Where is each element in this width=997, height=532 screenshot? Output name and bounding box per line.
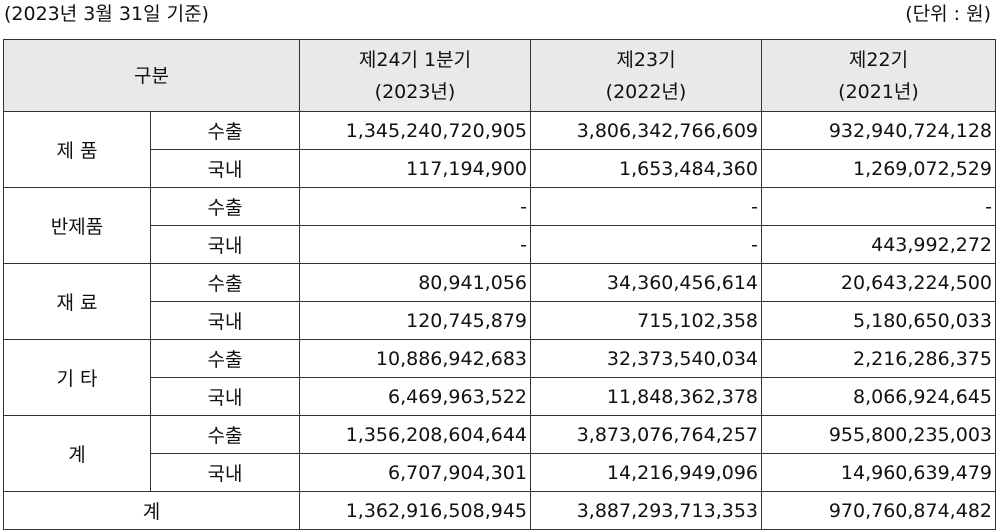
total-value-cell: 970,760,874,482: [761, 491, 996, 530]
table-row: 계 수출 1,356,208,604,644 3,873,076,764,257 955…: [3, 415, 996, 492]
total-row: 계 1,362,916,508,945 3,887,293,713,353 970,7…: [3, 491, 996, 530]
value-cell: 3,873,076,764,257: [530, 415, 762, 454]
row-label: 국내: [150, 301, 300, 340]
table-row: 제 품 수출 1,345,240,720,905 3,806,342,766,609 9…: [3, 111, 996, 188]
row-label: 국내: [150, 377, 300, 416]
value-cell: -: [299, 187, 531, 226]
unit-caption: (단위 : 원): [905, 3, 991, 25]
value-cell: 80,941,056: [299, 263, 531, 302]
value-cell: 1,345,240,720,905: [299, 111, 531, 150]
value-cell: 117,194,900: [299, 149, 531, 188]
value-cell: 932,940,724,128: [761, 111, 996, 150]
total-value-cell: 3,887,293,713,353: [530, 491, 762, 530]
table-row: 국내 117,194,900 1,653,484,360 1,269,072,529: [4, 149, 996, 188]
header-col-2: 제23기 (2022년): [530, 39, 762, 112]
date-caption: (2023년 3월 31일 기준): [4, 3, 209, 25]
table-row: 반제품 수출 - - -: [3, 187, 996, 264]
value-cell: 715,102,358: [530, 301, 762, 340]
value-cell: -: [530, 187, 762, 226]
row-label: 수출: [150, 111, 300, 150]
value-cell: 10,886,942,683: [299, 339, 531, 378]
value-cell: -: [299, 225, 531, 264]
value-cell: 8,066,924,645: [761, 377, 996, 416]
header-category: 구분: [3, 39, 300, 112]
row-label: 국내: [150, 225, 300, 264]
group-label: 기 타: [3, 339, 151, 416]
header-col-3: 제22기 (2021년): [761, 39, 996, 112]
value-cell: 11,848,362,378: [530, 377, 762, 416]
group-label: 반제품: [3, 187, 151, 264]
value-cell: 2,216,286,375: [761, 339, 996, 378]
header-col-1-period: 제24기 1분기: [358, 48, 472, 71]
header-col-2-period: 제23기: [616, 48, 676, 71]
value-cell: 3,806,342,766,609: [530, 111, 762, 150]
row-label: 수출: [150, 187, 300, 226]
row-label: 수출: [150, 339, 300, 378]
row-label: 수출: [150, 415, 300, 454]
group-label: 재 료: [3, 263, 151, 340]
value-cell: 1,269,072,529: [761, 149, 996, 188]
total-label: 계: [3, 491, 300, 530]
header-col-3-year: (2021년): [838, 80, 919, 103]
group-label: 계: [3, 415, 151, 492]
value-cell: 32,373,540,034: [530, 339, 762, 378]
value-cell: 14,960,639,479: [761, 453, 996, 492]
value-cell: 34,360,456,614: [530, 263, 762, 302]
value-cell: -: [530, 225, 762, 264]
table-row: 재 료 수출 80,941,056 34,360,456,614 20,643,224,…: [3, 263, 996, 340]
row-label: 국내: [150, 149, 300, 188]
value-cell: -: [761, 187, 996, 226]
value-cell: 120,745,879: [299, 301, 531, 340]
table-row: 국내 - -443,992,272: [4, 225, 996, 264]
table-row: 국내 120,745,879 715,102,358 5,180,650,033: [4, 301, 996, 340]
header-col-1-year: (2023년): [374, 80, 456, 103]
table-row: 기 타 수출 10,886,942,683 32,373,540,034 2,216,2…: [3, 339, 996, 416]
row-label: 수출: [150, 263, 300, 302]
value-cell: 955,800,235,003: [761, 415, 996, 454]
value-cell: 20,643,224,500: [761, 263, 996, 302]
value-cell: 1,653,484,360: [530, 149, 762, 188]
header-col-1: 제24기 1분기 (2023년): [299, 39, 531, 112]
value-cell: 6,707,904,301: [299, 453, 531, 492]
value-cell: 1,356,208,604,644: [299, 415, 531, 454]
value-cell: 5,180,650,033: [761, 301, 996, 340]
total-value-cell: 1,362,916,508,945: [299, 491, 531, 530]
header-col-3-period: 제22기: [848, 48, 909, 71]
value-cell: 443,992,272: [761, 225, 996, 264]
value-cell: 6,469,963,522: [299, 377, 531, 416]
value-cell: 14,216,949,096: [530, 453, 762, 492]
header-col-2-year: (2022년): [605, 80, 687, 103]
header-row: 구분 제24기 1분기 (2023년) 제23기 (2022년) 제22기 (2021…: [3, 39, 996, 112]
table-row: 국내 6,469,963,522 11,848,362,378 8,066,924,6…: [4, 377, 996, 416]
row-label: 국내: [150, 453, 300, 492]
table-row: 국내 6,707,904,301 14,216,949,096 14,960,639,…: [4, 453, 996, 492]
sales-table: 구분 제24기 1분기 (2023년) 제23기 (2022년) 제22기 (2021…: [3, 39, 996, 530]
group-label: 제 품: [3, 111, 151, 188]
